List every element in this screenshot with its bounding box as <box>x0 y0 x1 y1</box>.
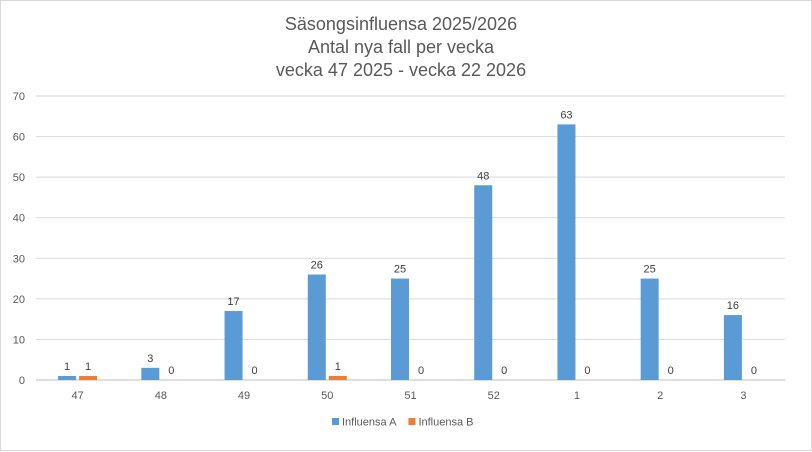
y-tick-label: 60 <box>13 132 25 144</box>
legend-label-influensa-b: Influensa B <box>418 417 473 429</box>
data-label-influensa-b: 0 <box>584 365 590 377</box>
x-tick-label: 51 <box>404 390 416 402</box>
data-label-influensa-b: 1 <box>85 361 91 373</box>
data-label-influensa-a: 25 <box>644 264 656 276</box>
legend-swatch-influensa-a <box>332 418 339 425</box>
data-label-influensa-b: 0 <box>668 365 674 377</box>
data-label-influensa-a: 25 <box>394 264 406 276</box>
x-tick-label: 49 <box>238 390 250 402</box>
bar-influensa-a <box>307 274 326 380</box>
x-tick-label: 2 <box>657 390 663 402</box>
grid-layer <box>36 95 785 381</box>
data-label-influensa-b: 0 <box>168 365 174 377</box>
data-label-influensa-b: 0 <box>418 365 424 377</box>
data-label-influensa-a: 48 <box>477 170 489 182</box>
y-axis-ticks: 0 10 20 30 40 50 60 70 <box>13 91 25 387</box>
x-tick-label: 1 <box>574 390 580 402</box>
y-tick-label: 70 <box>13 91 25 103</box>
bar-influensa-a <box>58 375 77 380</box>
bar-influensa-a <box>557 124 576 381</box>
x-tick-label: 50 <box>321 390 333 402</box>
y-tick-label: 50 <box>13 172 25 184</box>
y-tick-label: 10 <box>13 334 25 346</box>
bar-influensa-a <box>474 185 493 380</box>
x-tick-label: 47 <box>71 390 83 402</box>
chart-title-line-3: vecka 47 2025 - vecka 22 2026 <box>276 60 526 80</box>
y-tick-label: 20 <box>13 294 25 306</box>
data-label-influensa-a: 17 <box>227 296 239 308</box>
x-axis-ticks: 47 48 49 50 51 52 1 2 3 <box>71 390 746 402</box>
x-tick-label: 48 <box>155 390 167 402</box>
chart-title-line-1: Säsongsinfluensa 2025/2026 <box>285 14 517 34</box>
y-tick-label: 0 <box>19 375 25 387</box>
bar-influensa-b <box>79 375 98 380</box>
bar-influensa-b <box>328 375 347 380</box>
bar-influensa-a <box>224 311 243 380</box>
bar-influensa-a <box>391 278 409 380</box>
data-label-layer: 1 1 3 0 17 0 26 1 25 0 48 0 63 0 25 0 16 0 <box>64 109 757 377</box>
bar-influensa-a <box>640 278 659 380</box>
data-label-influensa-a: 16 <box>727 300 739 312</box>
data-label-influensa-b: 0 <box>501 365 507 377</box>
bar-influensa-a <box>723 315 742 380</box>
y-tick-label: 40 <box>13 213 25 225</box>
y-tick-label: 30 <box>13 253 25 265</box>
data-label-influensa-b: 0 <box>751 365 757 377</box>
data-label-influensa-b: 1 <box>335 361 341 373</box>
bar-layer <box>58 124 742 381</box>
legend-label-influensa-a: Influensa A <box>342 417 397 429</box>
bar-influensa-a <box>141 367 160 380</box>
data-label-influensa-a: 63 <box>560 109 572 121</box>
chart-title-line-2: Antal nya fall per vecka <box>308 37 495 57</box>
data-label-influensa-a: 3 <box>147 353 153 365</box>
legend: Influensa A Influensa B <box>332 417 473 429</box>
x-tick-label: 3 <box>740 390 746 402</box>
legend-swatch-influensa-b <box>408 418 416 425</box>
data-label-influensa-a: 1 <box>64 361 70 373</box>
data-label-influensa-b: 0 <box>251 365 257 377</box>
x-tick-label: 52 <box>488 390 500 402</box>
data-label-influensa-a: 26 <box>311 260 323 272</box>
